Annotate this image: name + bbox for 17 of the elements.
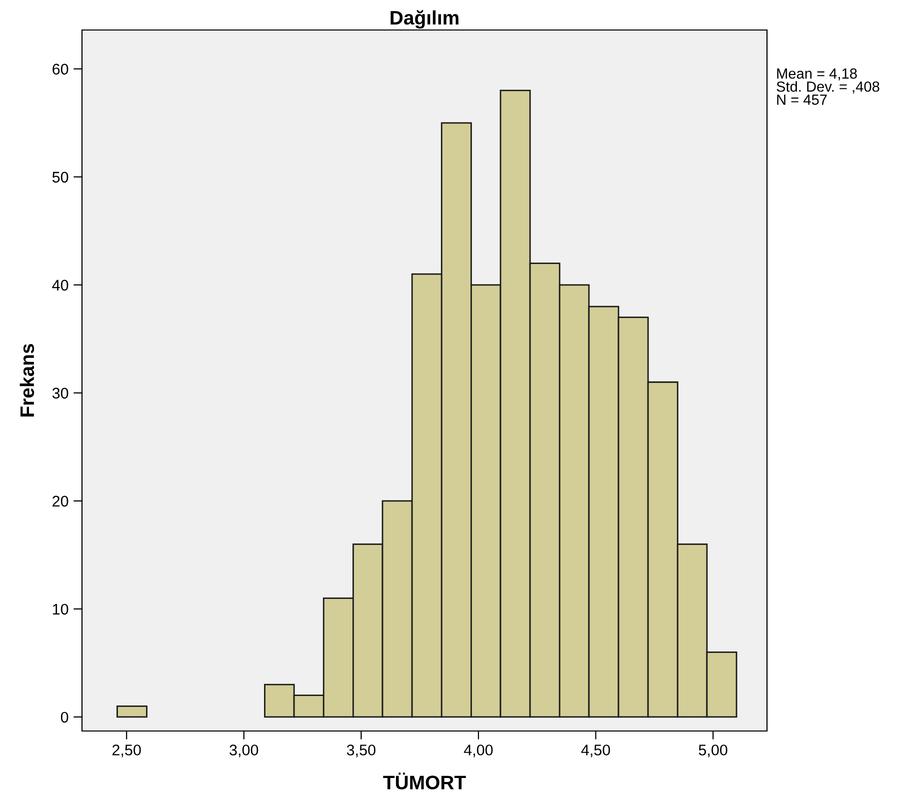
y-tick-label: 50 [52,172,68,183]
x-tick-label: 4,50 [581,744,610,758]
x-tick-label: 5,00 [698,744,728,758]
x-tick-label: 2,50 [112,744,141,758]
x-axis-title: TÜMORT [383,772,466,790]
y-tick-label: 60 [52,64,68,75]
x-tick-label: 3,00 [230,744,258,758]
y-tick-label: 30 [52,388,68,399]
x-tick-label: 4,00 [464,744,493,758]
y-axis-title: Frekans [20,344,34,416]
x-tick-label: 3,50 [346,744,376,758]
y-tick-label: 10 [52,604,68,615]
y-tick-label: 0 [60,712,68,723]
chart-title: Dağılım [390,10,458,29]
y-tick-label: 20 [52,496,68,507]
y-tick-label: 40 [52,280,68,291]
text: Mean = 4,18 Std. Dev. = ,408 N = 457 [776,68,880,105]
